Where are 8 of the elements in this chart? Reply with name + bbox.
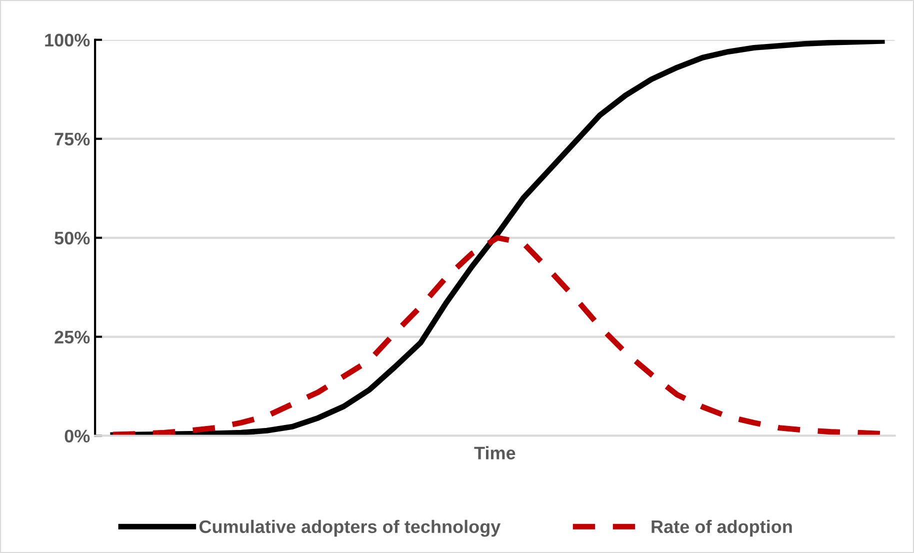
legend-label: Rate of adoption [652,520,792,537]
x-axis-title: Time [474,446,516,460]
y-tick-label: 50% [54,232,90,245]
y-tick-label: 100% [45,34,90,47]
y-tick-label: 75% [54,132,90,146]
legend-label: Cumulative adopters of technology [199,520,501,537]
y-tick-label: 25% [54,330,90,344]
y-tick-label: 0% [64,430,90,442]
